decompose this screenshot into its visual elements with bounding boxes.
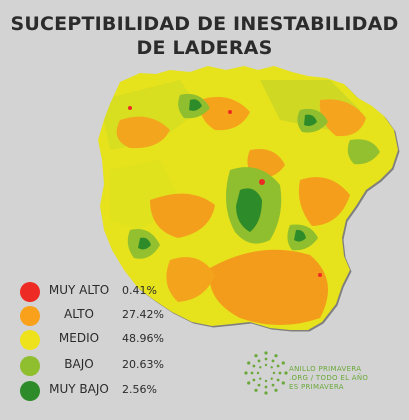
legend-item-muy-bajo: MUY BAJO 2.56% bbox=[20, 379, 220, 403]
legend-percent-bajo: 20.63% bbox=[122, 358, 164, 371]
legend-swatch-alto bbox=[20, 306, 40, 326]
legend-label-muy-bajo: MUY BAJO bbox=[49, 382, 109, 396]
legend-swatch-muy-bajo bbox=[20, 381, 40, 401]
legend-swatch-bajo bbox=[20, 356, 40, 376]
legend-percent-muy-alto: 0.41% bbox=[122, 284, 157, 297]
legend-item-muy-alto: MUY ALTO 0.41% bbox=[20, 280, 220, 304]
legend-item-bajo: BAJO 20.63% bbox=[20, 354, 220, 378]
legend-item-medio: MEDIO 48.96% bbox=[20, 328, 220, 352]
branding-line-2: .ORG / TODO EL AÑO bbox=[289, 374, 369, 382]
map-title-line-2: DE LADERAS bbox=[136, 37, 273, 59]
legend-percent-medio: 48.96% bbox=[122, 332, 164, 345]
legend-label-alto: ALTO bbox=[63, 307, 95, 321]
legend-percent-muy-bajo: 2.56% bbox=[122, 383, 157, 396]
legend-item-alto: ALTO 27.42% bbox=[20, 304, 220, 328]
branding-line-3: ES PRIMAVERA bbox=[289, 383, 344, 391]
legend-label-medio: MEDIO bbox=[58, 331, 100, 345]
map-title-line-1: SUCEPTIBILIDAD DE INESTABILIDAD bbox=[10, 13, 399, 35]
branding-line-1: ANILLO PRIMAVERA bbox=[289, 365, 362, 373]
legend-swatch-medio bbox=[20, 330, 40, 350]
branding-block: ANILLO PRIMAVERA .ORG / TODO EL AÑO ES P… bbox=[243, 350, 403, 400]
legend-swatch-muy-alto bbox=[20, 282, 40, 302]
legend-label-muy-alto: MUY ALTO bbox=[48, 283, 110, 297]
anillo-primavera-logo-icon bbox=[244, 351, 288, 395]
legend-label-bajo: BAJO bbox=[64, 357, 94, 371]
legend-percent-alto: 27.42% bbox=[122, 308, 164, 321]
